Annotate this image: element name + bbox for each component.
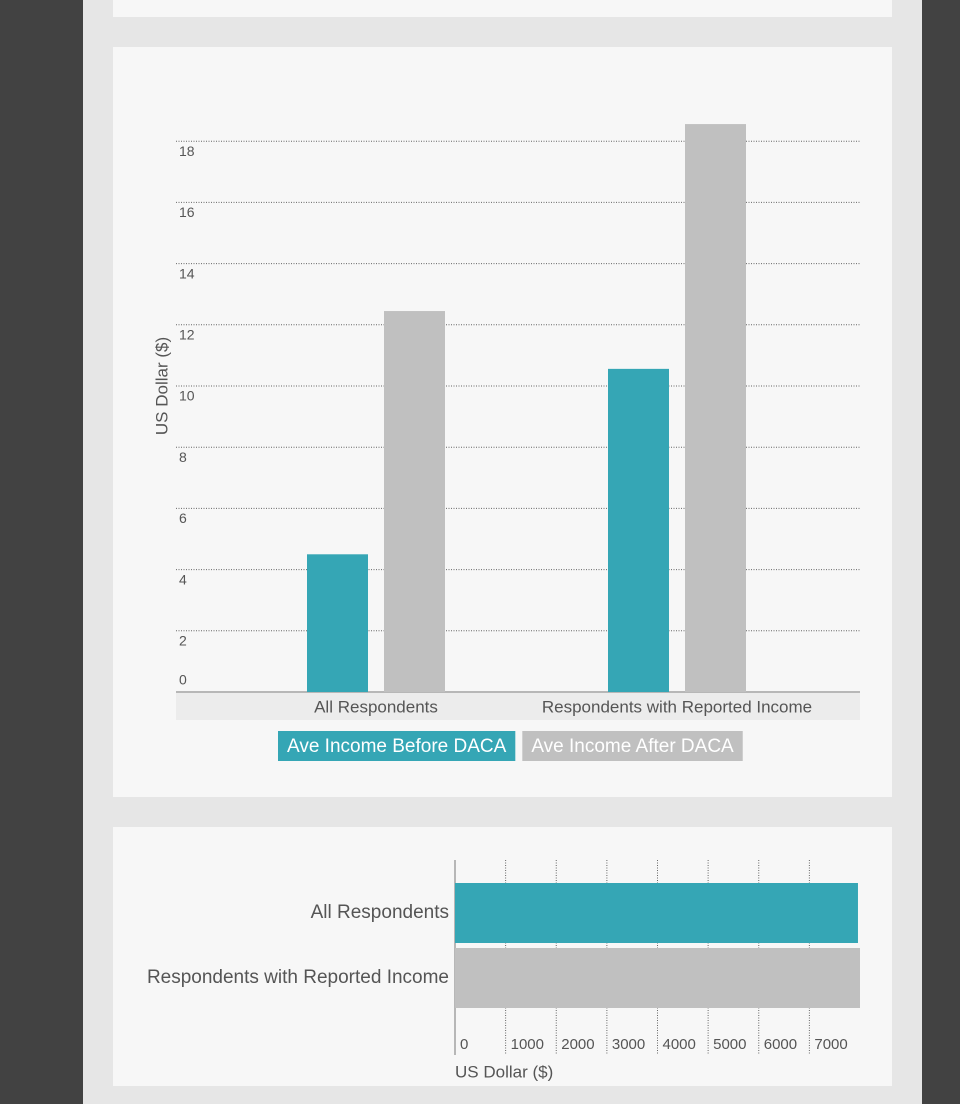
y-tick-label: 16 <box>179 204 195 220</box>
y-tick-label: 2 <box>179 633 187 649</box>
legend-label: Ave Income Before DACA <box>287 736 507 757</box>
x-tick-label: 5000 <box>713 1036 746 1053</box>
bar <box>608 368 669 692</box>
y-tick-label: Respondents with Reported Income <box>147 967 449 988</box>
x-tick-label: Respondents with Reported Income <box>542 697 812 716</box>
panel <box>113 47 892 797</box>
x-tick-label: All Respondents <box>314 697 438 716</box>
legend-swatch <box>522 731 743 761</box>
category-band <box>176 693 860 720</box>
x-tick-label: 2000 <box>561 1036 594 1053</box>
y-tick-label: 8 <box>179 449 187 465</box>
y-tick-label: 4 <box>179 571 187 587</box>
x-tick-label: 3000 <box>612 1036 645 1053</box>
y-axis-label: US Dollar ($) <box>152 337 171 435</box>
y-tick-label: 12 <box>179 327 195 343</box>
legend-label: Ave Income After DACA <box>531 736 734 757</box>
y-tick-label: 10 <box>179 388 195 404</box>
y-tick-label: All Respondents <box>311 902 449 923</box>
x-tick-label: 7000 <box>814 1036 847 1053</box>
y-tick-label: 6 <box>179 510 187 526</box>
bar <box>455 948 860 1008</box>
x-axis-label: US Dollar ($) <box>455 1062 553 1081</box>
bar <box>307 554 368 692</box>
y-tick-label: 18 <box>179 143 195 159</box>
bar <box>455 883 858 943</box>
panel <box>113 0 892 17</box>
bar <box>384 311 445 692</box>
x-tick-label: 1000 <box>511 1036 544 1053</box>
y-tick-label: 14 <box>179 265 195 281</box>
legend-swatch <box>278 731 516 761</box>
x-tick-label: 6000 <box>764 1036 797 1053</box>
y-tick-label: 0 <box>179 672 187 688</box>
x-tick-label: 0 <box>460 1036 468 1053</box>
x-tick-label: 4000 <box>663 1036 696 1053</box>
bar <box>685 124 746 692</box>
